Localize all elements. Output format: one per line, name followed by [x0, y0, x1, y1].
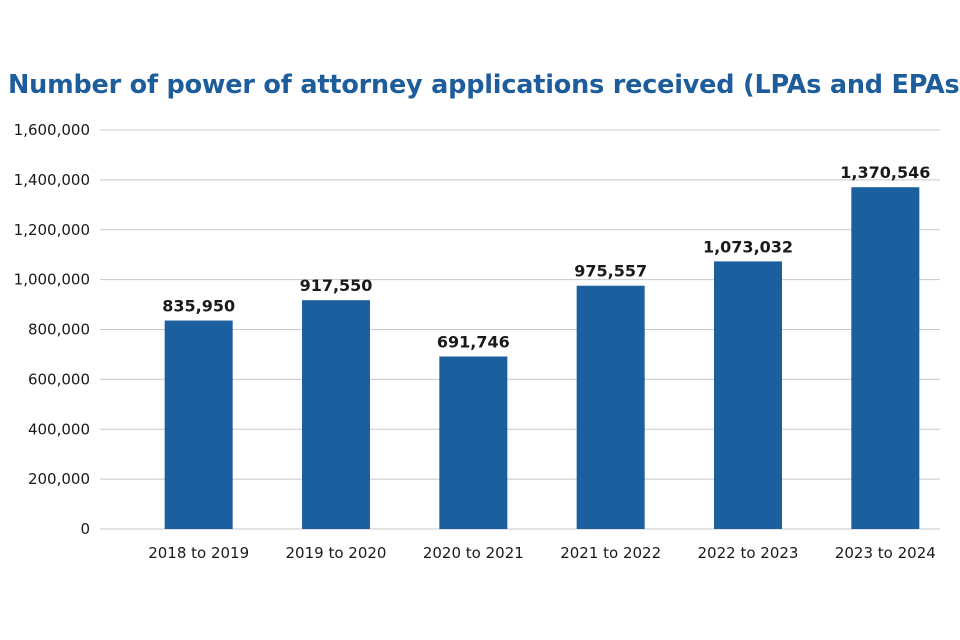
bar [576, 285, 645, 529]
y-tick-label: 1,000,000 [14, 271, 90, 289]
x-category-label: 2021 to 2022 [560, 544, 661, 562]
y-tick-label: 0 [80, 520, 90, 538]
y-tick-label: 600,000 [28, 370, 90, 388]
bar-value-labels: 835,950 917,550 691,746 975,557 1,073,032 1,3… [162, 163, 930, 351]
x-category-label: 2019 to 2020 [286, 544, 387, 562]
x-category-label: 2022 to 2023 [698, 544, 799, 562]
bar [851, 187, 920, 529]
bar-value-label: 691,746 [437, 332, 510, 351]
bar-value-label: 835,950 [162, 297, 235, 316]
y-tick-label: 1,400,000 [14, 171, 90, 189]
x-category-label: 2020 to 2021 [423, 544, 524, 562]
bar [439, 356, 508, 529]
x-axis-categories: 2018 to 2019 2019 to 2020 2020 to 2021 2021… [148, 544, 936, 562]
y-tick-label: 800,000 [28, 321, 90, 339]
x-category-label: 2023 to 2024 [835, 544, 936, 562]
gridlines [100, 129, 940, 530]
y-tick-label: 1,600,000 [14, 121, 90, 139]
bar-value-label: 1,370,546 [840, 163, 930, 182]
bars [164, 187, 920, 529]
bar [302, 300, 370, 529]
x-category-label: 2018 to 2019 [148, 544, 249, 562]
y-tick-label: 1,200,000 [14, 221, 90, 239]
y-tick-label: 200,000 [28, 470, 90, 488]
bar [164, 320, 233, 529]
bar [714, 261, 782, 529]
bar-value-label: 917,550 [300, 276, 373, 295]
bar-value-label: 975,557 [574, 262, 647, 281]
y-axis-ticks: 0 200,000 400,000 600,000 800,000 1,000,000 1,… [14, 121, 90, 538]
bar-value-label: 1,073,032 [703, 237, 793, 256]
chart-title: Number of power of attorney applications… [8, 70, 960, 100]
y-tick-label: 400,000 [28, 420, 90, 438]
